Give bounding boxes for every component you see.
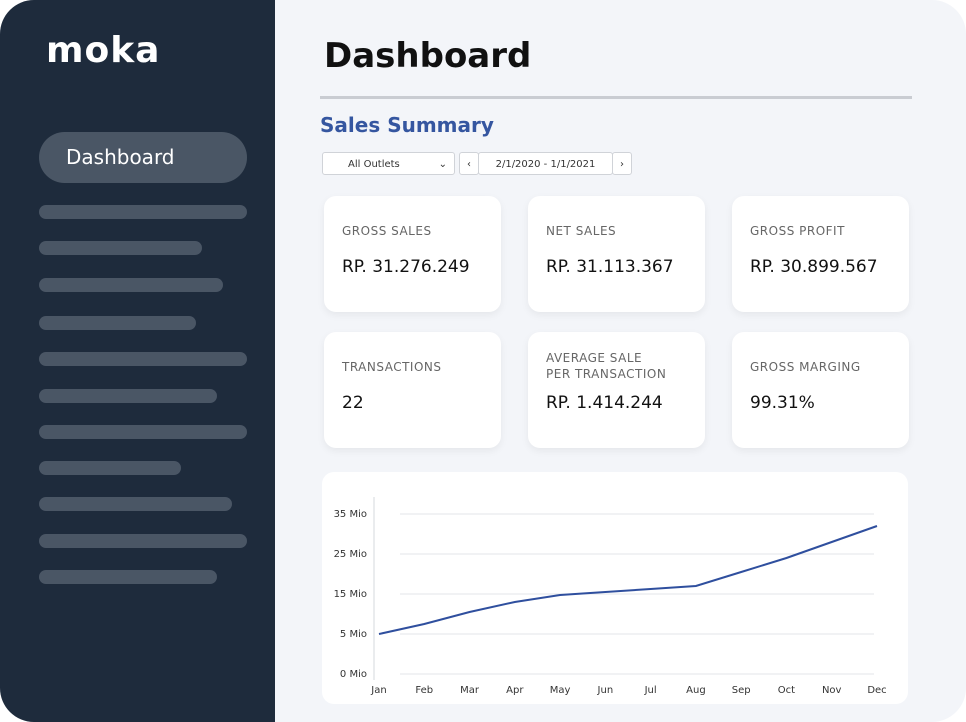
y-tick-label: 35 Mio: [334, 509, 367, 520]
stat-label: GROSS MARGING: [750, 360, 861, 374]
line: [378, 525, 878, 635]
placeholder: [39, 425, 247, 439]
y-tick-label: 0 Mio: [340, 669, 367, 680]
placeholder: [39, 570, 217, 584]
x-tick-label: May: [550, 685, 571, 696]
stat-value: RP. 31.113.367: [546, 257, 674, 277]
x-tick-label: Apr: [506, 685, 524, 696]
placeholder: [39, 497, 232, 511]
stat-label: AVERAGE SALE: [546, 351, 643, 365]
stat-card: TRANSACTIONS 22: [324, 332, 501, 448]
stat-label: GROSS SALES: [342, 224, 432, 238]
chevron: ⌄: [438, 159, 447, 170]
placeholder: [39, 389, 217, 403]
placeholder: [39, 461, 181, 475]
x-tick-label: Jun: [597, 685, 614, 696]
prev-button[interactable]: ‹: [459, 152, 479, 175]
x-tick-label: Oct: [778, 685, 795, 696]
stat-value: RP. 30.899.567: [750, 257, 878, 277]
y-tick-label: 25 Mio: [334, 549, 367, 560]
x-tick-label: Jul: [644, 685, 657, 696]
placeholder: [39, 278, 223, 292]
outlet-select[interactable]: All Outlets ⌄: [322, 152, 455, 175]
menu-item[interactable]: Dashboard: [39, 132, 247, 183]
stat-card: GROSS PROFIT RP. 30.899.567: [732, 196, 909, 312]
sidebar: moka Dashboard: [0, 0, 275, 722]
chart-card: 0 Mio 5 Mio 15 Mio 25 Mio 35 Mio Jan Feb Mar Apr…: [322, 472, 908, 704]
x-tick-label: Sep: [732, 685, 751, 696]
placeholder: [39, 316, 196, 330]
date-range[interactable]: 2/1/2020 - 1/1/2021: [478, 152, 613, 175]
logo: moka: [46, 30, 161, 71]
stat-value: 22: [342, 393, 364, 413]
stat-card: NET SALES RP. 31.113.367: [528, 196, 705, 312]
y-tick-label: 5 Mio: [340, 629, 367, 640]
x-tick-label: Nov: [822, 685, 842, 696]
y-tick-label: 15 Mio: [334, 589, 367, 600]
stat-label: PER TRANSACTION: [546, 367, 667, 381]
page-title: Dashboard: [324, 36, 532, 76]
stat-value: RP. 31.276.249: [342, 257, 470, 277]
stat-value: 99.31%: [750, 393, 815, 413]
placeholder: [39, 205, 247, 219]
x-tick-label: Feb: [415, 685, 433, 696]
x-tick-label: Mar: [460, 685, 480, 696]
stat-card: GROSS MARGING 99.31%: [732, 332, 909, 448]
x-tick-label: Dec: [867, 685, 886, 696]
x-tick-label: Jan: [370, 685, 386, 696]
divider: [320, 96, 912, 99]
placeholder: [39, 352, 247, 366]
x-tick-label: Aug: [686, 685, 706, 696]
stat-label: NET SALES: [546, 224, 617, 238]
stat-label: TRANSACTIONS: [342, 360, 442, 374]
stat-card: AVERAGE SALE PER TRANSACTION RP. 1.414.244: [528, 332, 705, 448]
placeholder: [39, 241, 202, 255]
chart: 0 Mio 5 Mio 15 Mio 25 Mio 35 Mio Jan Feb Mar Apr…: [334, 497, 887, 696]
stat-value: RP. 1.414.244: [546, 393, 663, 413]
outlet-label: All Outlets: [348, 159, 400, 170]
stat-label: GROSS PROFIT: [750, 224, 845, 238]
stat-card: GROSS SALES RP. 31.276.249: [324, 196, 501, 312]
section-title: Sales Summary: [320, 113, 494, 137]
next-button[interactable]: ›: [612, 152, 632, 175]
placeholder: [39, 534, 247, 548]
